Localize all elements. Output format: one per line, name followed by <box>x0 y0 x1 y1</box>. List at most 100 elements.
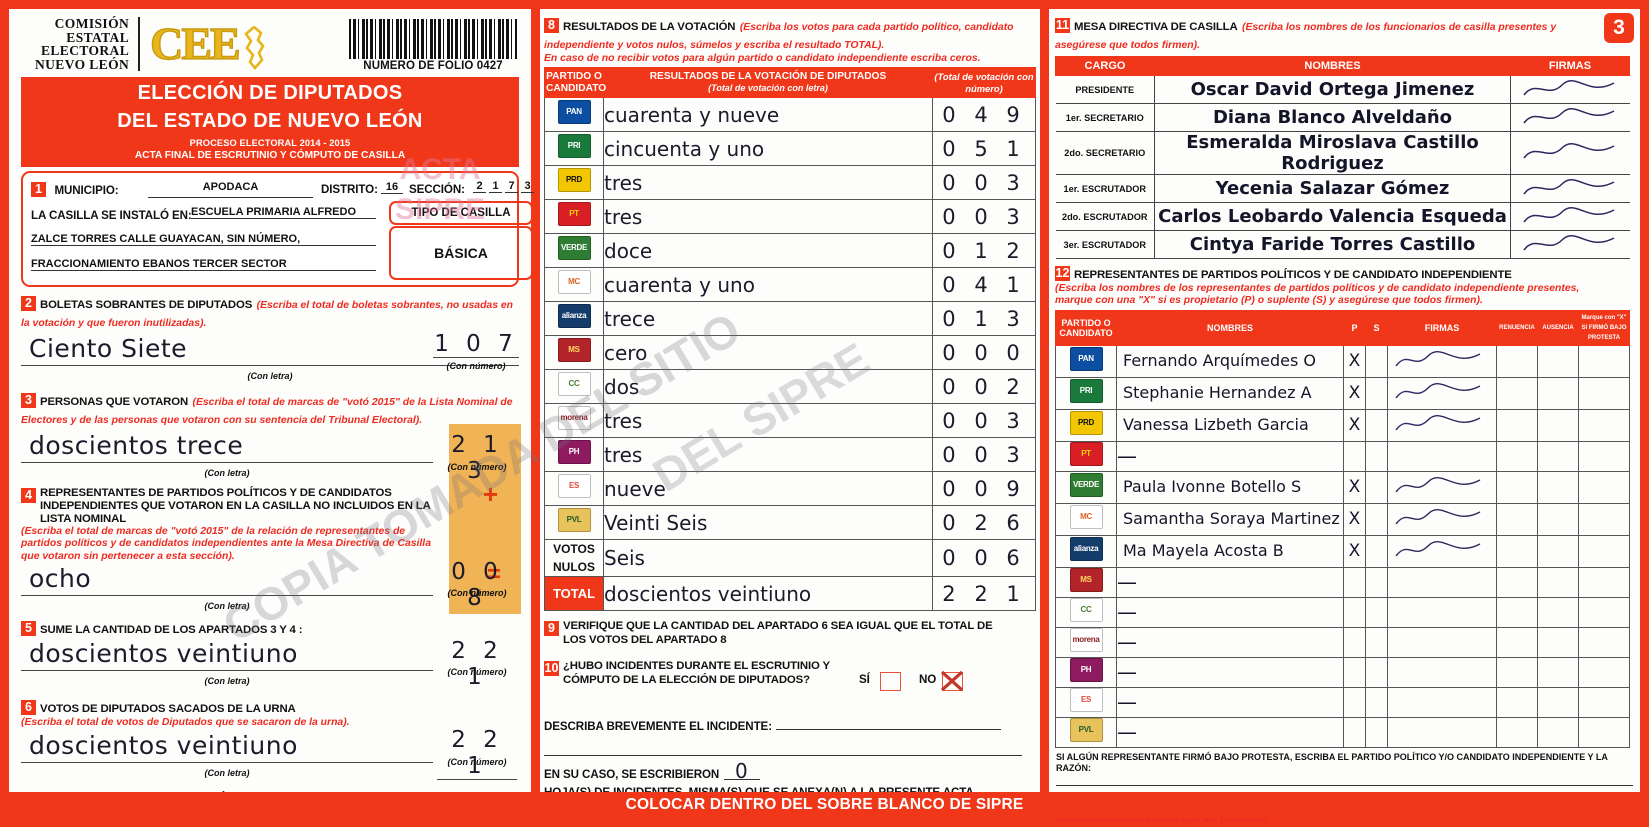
rep-nombre[interactable]: — <box>1116 716 1344 748</box>
vote-row-number[interactable]: 0 5 1 <box>932 131 1036 167</box>
vote-row-letra[interactable]: trece <box>603 301 933 337</box>
rep-nombre[interactable]: — <box>1116 566 1344 598</box>
mesa-nombre[interactable]: Carlos Leobardo Valencia Esqueda <box>1154 202 1511 231</box>
rep-nombre[interactable]: Vanessa Lizbeth Garcia <box>1116 408 1344 442</box>
section-2-num-line[interactable]: 1 0 7 <box>433 331 519 358</box>
section-6-num-line[interactable]: 2 2 1 <box>437 727 517 781</box>
mesa-nombre[interactable]: Oscar David Ortega Jimenez <box>1154 75 1511 104</box>
rep-suplente[interactable] <box>1365 376 1388 410</box>
seccion-digit-1[interactable]: 2 <box>473 180 486 193</box>
rep-nombre[interactable]: — <box>1116 440 1344 472</box>
mesa-firma[interactable] <box>1510 174 1630 203</box>
rep-suplente[interactable] <box>1365 440 1388 472</box>
rep-protesta[interactable] <box>1578 596 1630 628</box>
hojas-value[interactable]: 0 <box>723 761 760 781</box>
rep-renuencia[interactable] <box>1496 566 1538 598</box>
vote-total-letra[interactable]: doscientos veintiuno <box>603 576 933 612</box>
rep-firma[interactable] <box>1387 408 1497 442</box>
rep-protesta[interactable] <box>1578 470 1630 504</box>
rep-propietario[interactable]: X <box>1343 502 1366 536</box>
vote-row-number[interactable]: 0 0 3 <box>932 199 1036 235</box>
rep-nombre[interactable]: — <box>1116 626 1344 658</box>
rep-ausencia[interactable] <box>1537 470 1579 504</box>
rep-firma[interactable] <box>1387 470 1497 504</box>
rep-ausencia[interactable] <box>1537 376 1579 410</box>
vote-row-number[interactable]: 0 0 3 <box>932 437 1036 473</box>
rep-renuencia[interactable] <box>1496 534 1538 568</box>
mesa-nombre[interactable]: Yecenia Salazar Gómez <box>1154 174 1511 203</box>
rep-ausencia[interactable] <box>1537 656 1579 688</box>
seccion-digits[interactable]: 2 1 7 3 <box>473 180 534 193</box>
rep-firma[interactable] <box>1387 376 1497 410</box>
rep-firma[interactable] <box>1387 596 1497 628</box>
rep-nombre[interactable]: Paula Ivonne Botello S <box>1116 470 1344 504</box>
vote-row-letra[interactable]: tres <box>603 403 933 439</box>
rep-renuencia[interactable] <box>1496 502 1538 536</box>
rep-suplente[interactable] <box>1365 408 1388 442</box>
municipio-value[interactable]: APODACA <box>148 181 313 198</box>
rep-firma[interactable] <box>1387 626 1497 658</box>
rep-ausencia[interactable] <box>1537 566 1579 598</box>
vote-row-letra[interactable]: cuarenta y uno <box>603 267 933 303</box>
rep-renuencia[interactable] <box>1496 656 1538 688</box>
rep-firma[interactable] <box>1387 656 1497 688</box>
vote-row-letra[interactable]: Veinti Seis <box>603 505 933 541</box>
section-5-num-line[interactable]: 2 2 1 <box>437 638 517 690</box>
vote-row-number[interactable]: 0 0 6 <box>932 539 1036 578</box>
protest-note-input[interactable] <box>1056 774 1633 786</box>
rep-propietario[interactable]: X <box>1343 470 1366 504</box>
rep-firma[interactable] <box>1387 686 1497 718</box>
vote-row-letra[interactable]: dos <box>603 369 933 405</box>
vote-row-letra[interactable]: tres <box>603 437 933 473</box>
rep-protesta[interactable] <box>1578 686 1630 718</box>
rep-firma[interactable] <box>1387 440 1497 472</box>
rep-nombre[interactable]: — <box>1116 596 1344 628</box>
vote-row-number[interactable]: 0 1 2 <box>932 233 1036 269</box>
rep-renuencia[interactable] <box>1496 470 1538 504</box>
rep-propietario[interactable] <box>1343 656 1366 688</box>
vote-row-number[interactable]: 0 2 6 <box>932 505 1036 541</box>
seccion-digit-2[interactable]: 1 <box>489 180 502 193</box>
address-line-1[interactable]: ESCUELA PRIMARIA ALFREDO <box>191 206 376 219</box>
rep-ausencia[interactable] <box>1537 344 1579 378</box>
mesa-firma[interactable] <box>1510 202 1630 231</box>
mesa-firma[interactable] <box>1510 131 1630 175</box>
mesa-firma[interactable] <box>1510 75 1630 104</box>
mesa-firma[interactable] <box>1510 230 1630 259</box>
rep-suplente[interactable] <box>1365 686 1388 718</box>
rep-renuencia[interactable] <box>1496 596 1538 628</box>
vote-row-letra[interactable]: cuarenta y nueve <box>603 97 933 133</box>
rep-suplente[interactable] <box>1365 656 1388 688</box>
rep-propietario[interactable] <box>1343 716 1366 748</box>
describe-input[interactable] <box>776 715 1002 731</box>
rep-protesta[interactable] <box>1578 656 1630 688</box>
rep-nombre[interactable]: Fernando Arquímedes O <box>1116 344 1344 378</box>
rep-ausencia[interactable] <box>1537 686 1579 718</box>
rep-nombre[interactable]: — <box>1116 686 1344 718</box>
rep-renuencia[interactable] <box>1496 344 1538 378</box>
seccion-digit-3[interactable]: 7 <box>505 180 518 193</box>
rep-firma[interactable] <box>1387 534 1497 568</box>
vote-row-letra[interactable]: tres <box>603 199 933 235</box>
rep-firma[interactable] <box>1387 566 1497 598</box>
rep-protesta[interactable] <box>1578 716 1630 748</box>
vote-total-number[interactable]: 2 2 1 <box>932 576 1036 612</box>
rep-renuencia[interactable] <box>1496 408 1538 442</box>
section-6-letra-line[interactable]: doscientos veintiuno <box>21 731 433 763</box>
section-4-letra-line[interactable]: ocho <box>21 564 433 597</box>
vote-row-letra[interactable]: doce <box>603 233 933 269</box>
tipo-casilla-value[interactable]: BÁSICA <box>389 226 533 280</box>
rep-nombre[interactable]: — <box>1116 656 1344 688</box>
no-checkbox[interactable] <box>940 671 964 692</box>
vote-row-number[interactable]: 0 4 1 <box>932 267 1036 303</box>
rep-ausencia[interactable] <box>1537 502 1579 536</box>
rep-propietario[interactable]: X <box>1343 534 1366 568</box>
mesa-nombre[interactable]: Cintya Faride Torres Castillo <box>1154 230 1511 259</box>
rep-protesta[interactable] <box>1578 502 1630 536</box>
mesa-nombre[interactable]: Esmeralda Miroslava Castillo Rodriguez <box>1154 131 1511 175</box>
rep-ausencia[interactable] <box>1537 534 1579 568</box>
vote-row-letra[interactable]: cero <box>603 335 933 371</box>
rep-nombre[interactable]: Samantha Soraya Martinez <box>1116 502 1344 536</box>
vote-row-number[interactable]: 0 4 9 <box>932 97 1036 133</box>
rep-protesta[interactable] <box>1578 440 1630 472</box>
